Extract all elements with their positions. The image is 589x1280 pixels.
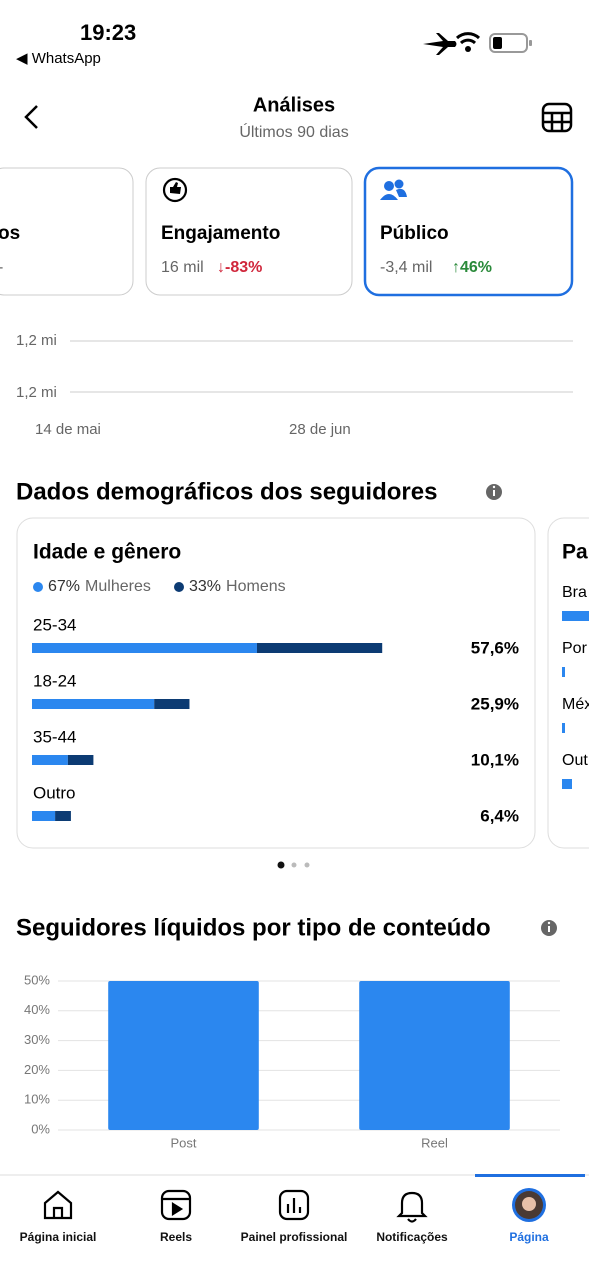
country-bar (562, 667, 565, 677)
back-app[interactable]: ◀ WhatsApp (16, 50, 101, 67)
country-bar (562, 723, 565, 733)
y-tick-label: 10% (24, 1092, 50, 1107)
demographics-card (16, 517, 536, 849)
back-button[interactable] (24, 105, 38, 129)
x-tick-label: Post (170, 1135, 196, 1150)
country-label: Por (562, 640, 588, 657)
legend-percent: 67% (48, 578, 80, 595)
age-bar-segment (32, 699, 155, 709)
engagement-icon (162, 177, 188, 203)
card-title: Idade e gênero (33, 541, 181, 564)
y-tick-label: 30% (24, 1032, 50, 1047)
country-label: Out (562, 752, 588, 769)
age-bar-segment (32, 811, 56, 821)
card-change: ↓-83% (217, 259, 262, 276)
age-bar-segment (32, 643, 257, 653)
country-label: Méx (562, 696, 589, 713)
y-tick-label: 40% (24, 1002, 50, 1017)
content-chart: 0% 10% 20% 30% 40% 50% Post Reel (24, 972, 560, 1150)
card-value: -3,4 mil (380, 259, 432, 276)
card-change: ↑46% (452, 259, 492, 276)
card-title: Engajamento (161, 223, 280, 244)
legend-label: Homens (226, 578, 286, 595)
country-bar (562, 611, 589, 621)
age-total: 6,4% (480, 806, 519, 825)
trend-y-label: 1,2 mi (16, 384, 57, 401)
page-dots (277, 861, 310, 869)
age-label: Outro (33, 783, 76, 802)
metric-card[interactable] (145, 167, 353, 296)
info-icon[interactable] (486, 484, 502, 500)
country-card[interactable] (547, 517, 589, 849)
legend-percent: 33% (189, 578, 221, 595)
audience-icon (380, 179, 407, 200)
card-title: os (0, 223, 20, 244)
age-bar-segment (55, 811, 71, 821)
country-bar (562, 779, 572, 789)
nav-icons (43, 1189, 428, 1223)
trend-y-label: 1,2 mi (16, 332, 57, 349)
y-tick-label: 20% (24, 1062, 50, 1077)
age-label: 35-44 (33, 727, 76, 746)
table-button[interactable] (541, 102, 573, 133)
bar (108, 981, 259, 1130)
chart-title: Seguidores líquidos por tipo de conteúdo (16, 914, 491, 941)
nav-label[interactable]: Página (509, 1230, 549, 1244)
card-value: - (0, 259, 3, 276)
nav-label[interactable]: Notificações (376, 1230, 448, 1244)
time: 19:23 (80, 20, 136, 45)
age-label: 18-24 (33, 671, 76, 690)
age-bar-segment (32, 755, 68, 765)
profile-avatar[interactable] (512, 1188, 546, 1222)
nav-label[interactable]: Página inicial (20, 1230, 97, 1244)
bar (359, 981, 510, 1130)
age-total: 57,6% (471, 638, 519, 657)
nav-label[interactable]: Reels (160, 1230, 192, 1244)
age-total: 25,9% (471, 694, 519, 713)
card-title: Pa (562, 541, 588, 564)
card-value: 16 mil (161, 259, 204, 276)
trend-x-label: 14 de mai (35, 421, 101, 438)
age-label: 25-34 (33, 615, 76, 634)
metric-card-selected[interactable] (363, 166, 574, 297)
x-tick-label: Reel (421, 1135, 448, 1150)
age-bar-segment (67, 755, 94, 765)
legend-dot (174, 582, 184, 592)
section-title: Dados demográficos dos seguidores (16, 478, 437, 505)
bottom-nav: Página inicial Reels Painel profissional No… (20, 1230, 549, 1244)
metric-card[interactable] (0, 167, 134, 296)
legend-label: Mulheres (85, 578, 151, 595)
info-icon[interactable] (541, 920, 557, 936)
age-bar-segment (154, 699, 190, 709)
age-gender-chart: 67% Mulheres 33% Homens 25-34 57,6% 18-24 25,9%… (32, 578, 519, 825)
trend-x-label: 28 de jun (289, 421, 351, 438)
y-tick-label: 0% (31, 1121, 50, 1136)
age-total: 10,1% (471, 750, 519, 769)
header-subtitle: Últimos 90 dias (239, 122, 348, 141)
header-title: Análises (253, 94, 335, 116)
nav-label[interactable]: Painel profissional (241, 1230, 348, 1244)
card-title: Público (380, 223, 449, 244)
status-icons (423, 32, 532, 55)
country-label: Bra (562, 584, 587, 601)
y-tick-label: 50% (24, 972, 50, 987)
legend-dot (33, 582, 43, 592)
nav-active-indicator (475, 1174, 585, 1177)
age-bar-segment (256, 643, 383, 653)
